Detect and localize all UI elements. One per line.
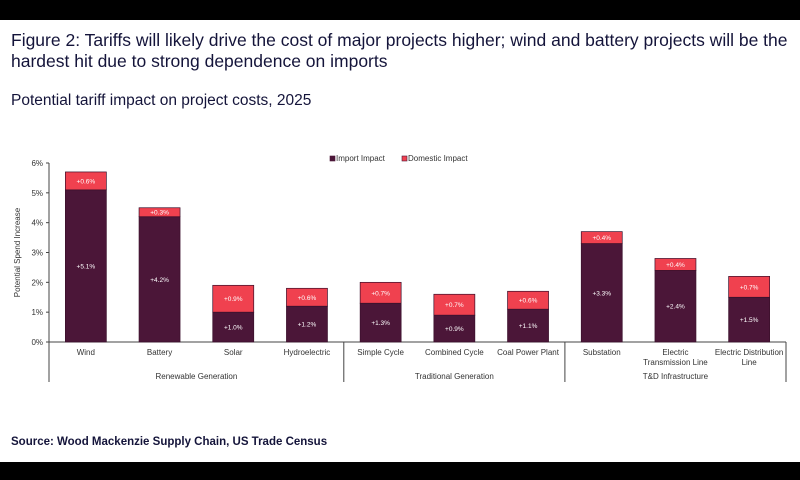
source-note: Source: Wood Mackenzie Supply Chain, US … xyxy=(11,436,328,448)
x-tick-label: Hydroelectric xyxy=(284,348,331,357)
bar-import xyxy=(359,302,402,343)
y-tick-label: 3% xyxy=(31,249,43,258)
x-tick-label: Wind xyxy=(77,348,95,357)
bar-import xyxy=(433,314,476,343)
bar-data-label: +5.1% xyxy=(77,263,96,270)
bar-domestic xyxy=(580,231,623,244)
bar-domestic xyxy=(212,284,255,313)
bar-data-label: +1.3% xyxy=(371,320,390,327)
bar-data-label: +1.5% xyxy=(740,317,759,324)
legend-label: Import Impact xyxy=(336,154,386,163)
bar-import xyxy=(138,216,181,343)
group-label: Renewable Generation xyxy=(155,372,237,381)
x-tick-label: Combined Cycle xyxy=(425,348,484,357)
bar-import xyxy=(212,311,255,343)
y-tick-label: 2% xyxy=(31,278,43,287)
bar-data-label: +0.3% xyxy=(150,210,169,217)
y-tick-label: 0% xyxy=(31,338,43,347)
y-tick-label: 5% xyxy=(31,189,43,198)
bar-import xyxy=(507,308,549,343)
group-label: T&D Infrastructure xyxy=(643,372,709,381)
bar-data-label: +0.9% xyxy=(445,326,464,333)
bar-data-label: +1.1% xyxy=(519,323,538,330)
figure-page: Figure 2: Tariffs will likely drive the … xyxy=(0,20,800,462)
bar-data-label: +0.7% xyxy=(740,284,759,291)
x-tick-label: Line xyxy=(742,358,758,367)
bar-data-label: +0.7% xyxy=(445,302,464,309)
bar-domestic xyxy=(286,287,328,307)
bar-domestic xyxy=(728,276,771,298)
x-tick-label: Transmission Line xyxy=(643,358,708,367)
bar-domestic xyxy=(64,171,107,191)
legend-swatch xyxy=(401,155,408,162)
y-tick-label: 6% xyxy=(31,159,43,168)
x-tick-label: Simple Cycle xyxy=(357,348,404,357)
bar-import xyxy=(654,270,697,343)
bar-import xyxy=(64,189,107,343)
x-tick-label: Solar xyxy=(224,348,243,357)
group-label: Traditional Generation xyxy=(415,372,494,381)
figure-title: Figure 2: Tariffs will likely drive the … xyxy=(11,30,788,71)
bar-data-label: +3.3% xyxy=(592,290,611,297)
bar-domestic xyxy=(433,293,476,316)
y-axis-label: Potential Spend Increase xyxy=(13,207,22,297)
bar-domestic xyxy=(138,207,181,218)
bar-data-label: +0.4% xyxy=(666,262,685,269)
bar-domestic xyxy=(654,258,697,271)
bar-domestic xyxy=(359,281,402,304)
x-tick-label: Electric xyxy=(662,348,688,357)
x-tick-label: Substation xyxy=(583,348,621,357)
bar-import xyxy=(728,296,771,343)
bar-import xyxy=(286,305,328,343)
bar-data-label: +4.2% xyxy=(150,277,169,284)
bar-data-label: +0.6% xyxy=(77,178,96,185)
y-tick-label: 4% xyxy=(31,219,43,228)
bar-data-label: +0.4% xyxy=(592,235,611,242)
x-tick-label: Electric Distribution xyxy=(715,348,783,357)
bar-data-label: +1.2% xyxy=(298,322,317,329)
bar-data-label: +0.6% xyxy=(298,295,317,302)
bar-data-label: +2.4% xyxy=(666,304,685,311)
bar-domestic xyxy=(507,290,549,310)
y-tick-label: 1% xyxy=(31,308,43,317)
figure-subtitle: Potential tariff impact on project costs… xyxy=(11,92,312,109)
bar-data-label: +0.9% xyxy=(224,296,243,303)
legend-swatch xyxy=(329,155,336,162)
bar-data-label: +0.7% xyxy=(371,290,390,297)
x-tick-label: Battery xyxy=(147,348,172,357)
bar-import xyxy=(580,243,623,343)
bar-data-label: +1.0% xyxy=(224,325,243,332)
legend-label: Domestic Impact xyxy=(408,154,468,163)
x-tick-label: Coal Power Plant xyxy=(497,348,560,357)
bar-data-label: +0.6% xyxy=(519,298,538,305)
